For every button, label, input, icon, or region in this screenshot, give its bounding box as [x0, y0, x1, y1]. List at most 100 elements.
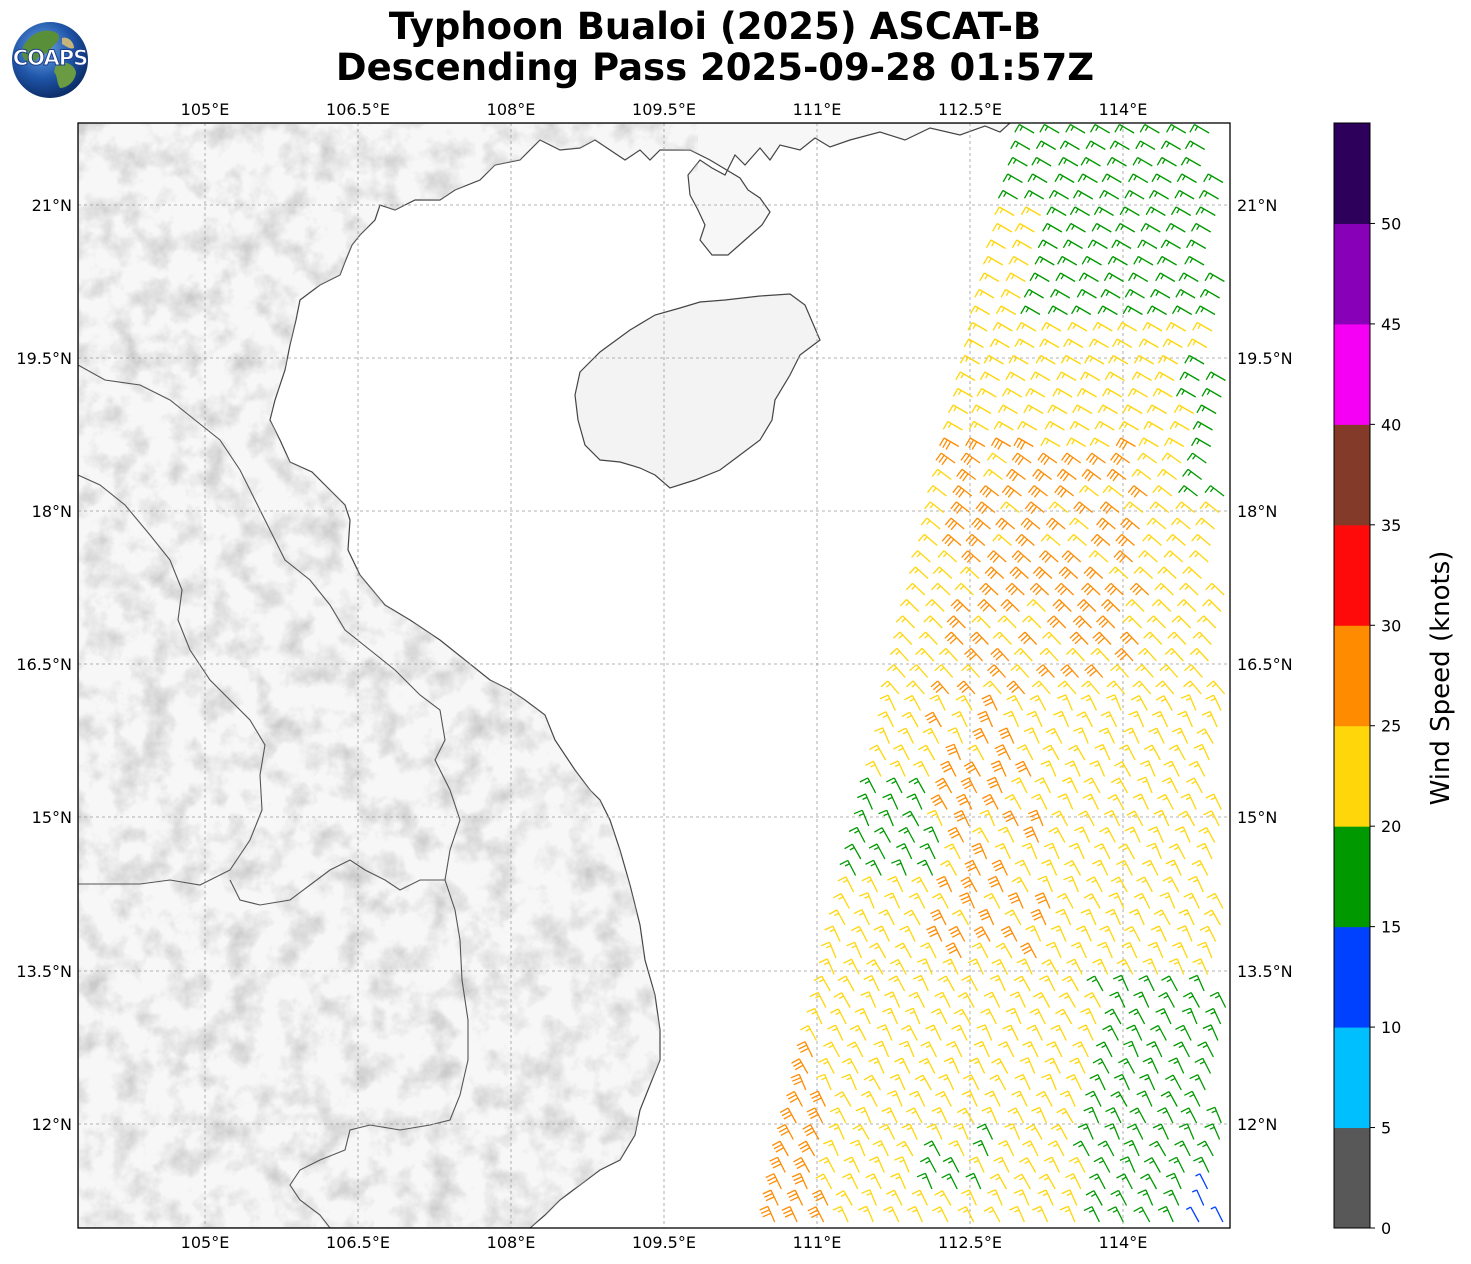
- lon-label: 114°E: [1099, 1233, 1148, 1252]
- wind-barb: [1077, 810, 1095, 827]
- lat-label: 15°N: [32, 808, 72, 827]
- wind-barb: [997, 404, 1018, 415]
- wind-barb: [1013, 437, 1034, 450]
- wind-barb: [1210, 1206, 1224, 1223]
- wind-barb: [1142, 1057, 1159, 1074]
- wind-barb: [1023, 826, 1040, 843]
- wind-barb: [1203, 810, 1220, 827]
- wind-barb: [1128, 1008, 1146, 1025]
- wind-barb: [985, 239, 1006, 250]
- wind-barbs: [759, 123, 1227, 1223]
- wind-barb: [1146, 517, 1167, 530]
- wind-barb: [997, 1041, 1015, 1058]
- wind-barb: [1188, 760, 1206, 777]
- wind-barb: [1137, 776, 1153, 794]
- lon-label: 114°E: [1099, 100, 1148, 119]
- wind-barb: [1132, 680, 1152, 695]
- wind-barb: [976, 1123, 994, 1140]
- wind-barb: [972, 727, 989, 744]
- wind-barb: [1116, 1173, 1133, 1190]
- wind-barb: [1011, 1090, 1028, 1107]
- wind-barb: [1110, 452, 1131, 466]
- wind-barb: [1072, 615, 1092, 629]
- wind-barb: [1054, 173, 1075, 184]
- lat-label: 12°N: [1237, 1115, 1277, 1134]
- wind-barb: [1173, 1041, 1190, 1058]
- wind-barb: [886, 664, 906, 678]
- wind-barb: [1162, 338, 1183, 349]
- wind-barb: [901, 1123, 918, 1140]
- wind-barb: [889, 1073, 906, 1091]
- wind-barb: [865, 760, 882, 777]
- wind-barb: [1191, 1189, 1205, 1206]
- wind-barb: [940, 860, 958, 876]
- wind-barb: [1025, 1124, 1043, 1140]
- wind-barb: [806, 1107, 824, 1124]
- wind-barb: [1150, 288, 1171, 299]
- wind-barb: [1111, 239, 1132, 250]
- wind-barb: [1157, 566, 1177, 579]
- wind-barb: [913, 760, 930, 777]
- wind-barb: [1000, 599, 1020, 612]
- wind-barb: [1065, 1173, 1082, 1190]
- wind-barb: [1157, 1107, 1174, 1124]
- wind-barb: [1113, 974, 1129, 992]
- wind-barb: [1030, 371, 1051, 382]
- colorbar-bin: [1334, 524, 1370, 626]
- wind-barb: [1157, 468, 1177, 481]
- wind-barb: [1197, 1041, 1214, 1058]
- wind-barb: [1165, 321, 1187, 332]
- wind-barb: [834, 1091, 852, 1107]
- wind-barb: [1175, 288, 1196, 299]
- lon-label: 111°E: [793, 1233, 842, 1252]
- wind-barb: [1062, 239, 1083, 250]
- wind-barb: [1119, 206, 1140, 217]
- wind-barb: [1086, 876, 1103, 893]
- wind-barb: [1075, 925, 1092, 942]
- wind-barb: [886, 1090, 903, 1107]
- wind-barb: [1011, 452, 1032, 466]
- wind-barb: [982, 793, 999, 810]
- wind-barb: [1157, 354, 1179, 365]
- wind-barb: [791, 1058, 809, 1074]
- wind-barb: [908, 566, 929, 579]
- wind-barb: [908, 1090, 926, 1107]
- wind-barb: [1193, 1156, 1210, 1173]
- wind-barb: [1204, 485, 1225, 497]
- wind-barb: [950, 599, 970, 612]
- wind-barb: [1178, 909, 1195, 926]
- wind-barb: [1000, 925, 1018, 942]
- wind-barb: [960, 777, 978, 794]
- wind-barb: [1166, 123, 1187, 134]
- wind-barb: [1083, 777, 1101, 794]
- wind-barb: [1108, 892, 1125, 909]
- wind-barb: [857, 793, 873, 810]
- wind-barb: [981, 1106, 998, 1124]
- wind-barb: [948, 404, 969, 415]
- wind-barb: [1165, 222, 1186, 233]
- wind-barb: [959, 354, 980, 365]
- wind-barb: [1061, 975, 1079, 992]
- wind-barb: [1042, 222, 1063, 233]
- wind-barb: [904, 1007, 921, 1025]
- wind-barb: [1045, 517, 1066, 531]
- wind-barb: [816, 1073, 832, 1091]
- wind-barb: [1184, 664, 1203, 678]
- wind-barb: [1169, 420, 1190, 431]
- wind-barb: [1137, 452, 1158, 464]
- wind-barb: [963, 761, 981, 777]
- wind-barb: [841, 1073, 857, 1091]
- wind-barb: [1166, 533, 1186, 546]
- wind-barb: [977, 710, 994, 728]
- wind-barb: [1039, 647, 1059, 662]
- wind-barb: [1133, 991, 1150, 1008]
- wind-barb: [850, 925, 868, 942]
- wind-barb: [1165, 1172, 1182, 1190]
- wind-barb: [1063, 338, 1084, 349]
- wind-barb: [1059, 140, 1080, 151]
- wind-barb: [993, 1156, 1010, 1173]
- wind-barb: [1126, 1123, 1144, 1140]
- wind-barb: [920, 1041, 938, 1058]
- wind-barb: [925, 1024, 942, 1041]
- wind-barb: [1097, 404, 1118, 415]
